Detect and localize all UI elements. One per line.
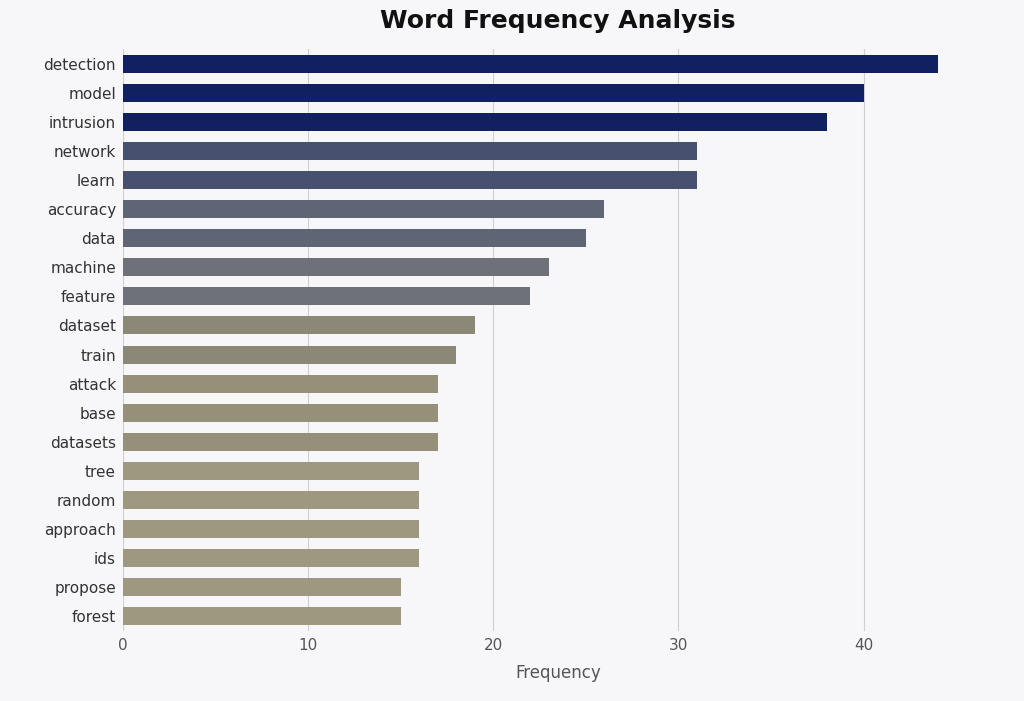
Bar — [123, 171, 697, 189]
Bar — [123, 404, 437, 422]
Bar — [123, 346, 457, 364]
Bar — [123, 258, 549, 276]
Bar — [123, 229, 586, 247]
Bar — [123, 549, 419, 567]
Bar — [123, 316, 475, 334]
Bar — [123, 491, 419, 509]
Bar — [123, 433, 437, 451]
X-axis label: Frequency: Frequency — [515, 664, 601, 682]
Bar — [123, 287, 530, 306]
Bar — [123, 83, 863, 102]
Bar — [123, 462, 419, 480]
Bar — [123, 200, 604, 218]
Bar — [123, 578, 400, 597]
Bar — [123, 113, 826, 131]
Bar — [123, 142, 697, 160]
Bar — [123, 520, 419, 538]
Bar — [123, 55, 938, 73]
Bar — [123, 607, 400, 625]
Title: Word Frequency Analysis: Word Frequency Analysis — [380, 9, 736, 33]
Bar — [123, 374, 437, 393]
